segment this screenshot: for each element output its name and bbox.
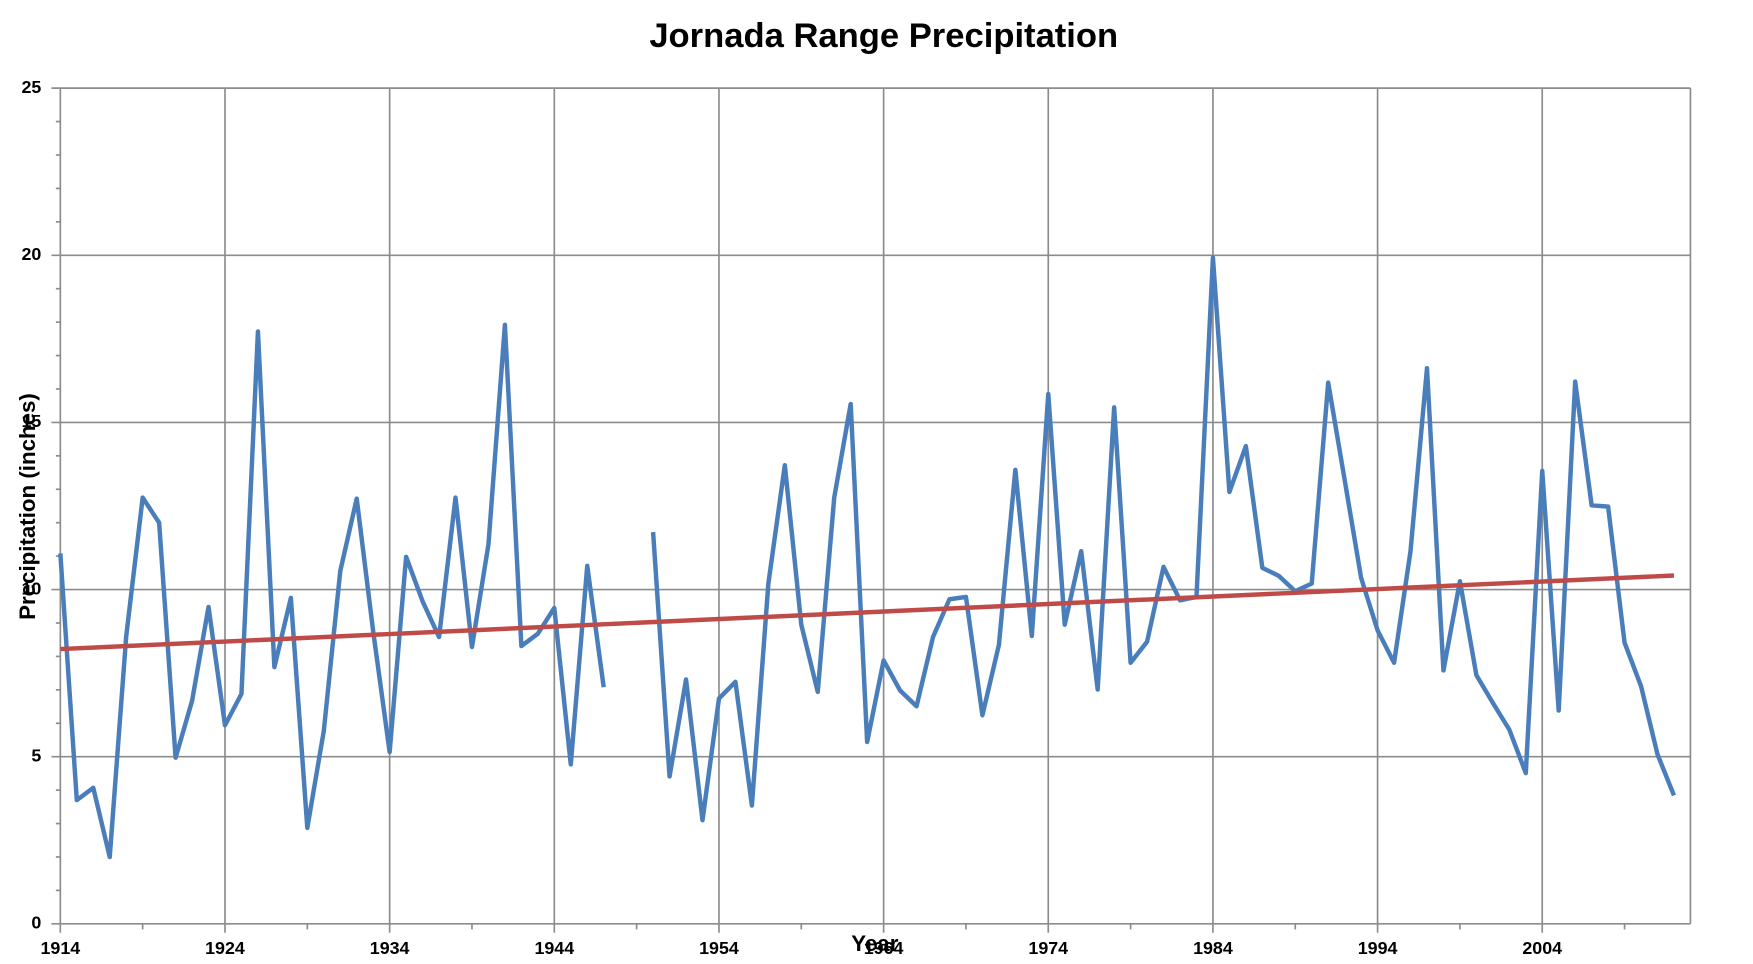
- x-tick-label: 1974: [1028, 938, 1068, 958]
- y-tick-label: 0: [31, 913, 41, 933]
- y-tick-label: 10: [22, 578, 42, 598]
- x-tick-label: 2004: [1522, 938, 1562, 958]
- y-tick-label: 15: [22, 411, 42, 431]
- chart-title: Jornada Range Precipitation: [649, 17, 1118, 55]
- y-axis-label: Precipitation (inches): [15, 393, 40, 620]
- x-tick-label: 1964: [864, 938, 904, 958]
- y-tick-label: 5: [31, 745, 41, 765]
- data-line: [60, 573, 1675, 652]
- y-tick-label: 20: [22, 244, 42, 264]
- x-tick-label: 1924: [205, 938, 245, 958]
- x-tick-label: 1984: [1193, 938, 1233, 958]
- x-tick-label: 1954: [699, 938, 739, 958]
- x-axis-label: Year: [851, 931, 898, 956]
- y-tick-label: 25: [22, 77, 42, 97]
- x-tick-label: 1944: [534, 938, 574, 958]
- data-line: [58, 255, 1677, 860]
- x-tick-label: 1914: [40, 938, 80, 958]
- x-tick-label: 1934: [370, 938, 410, 958]
- x-tick-label: 1994: [1358, 938, 1398, 958]
